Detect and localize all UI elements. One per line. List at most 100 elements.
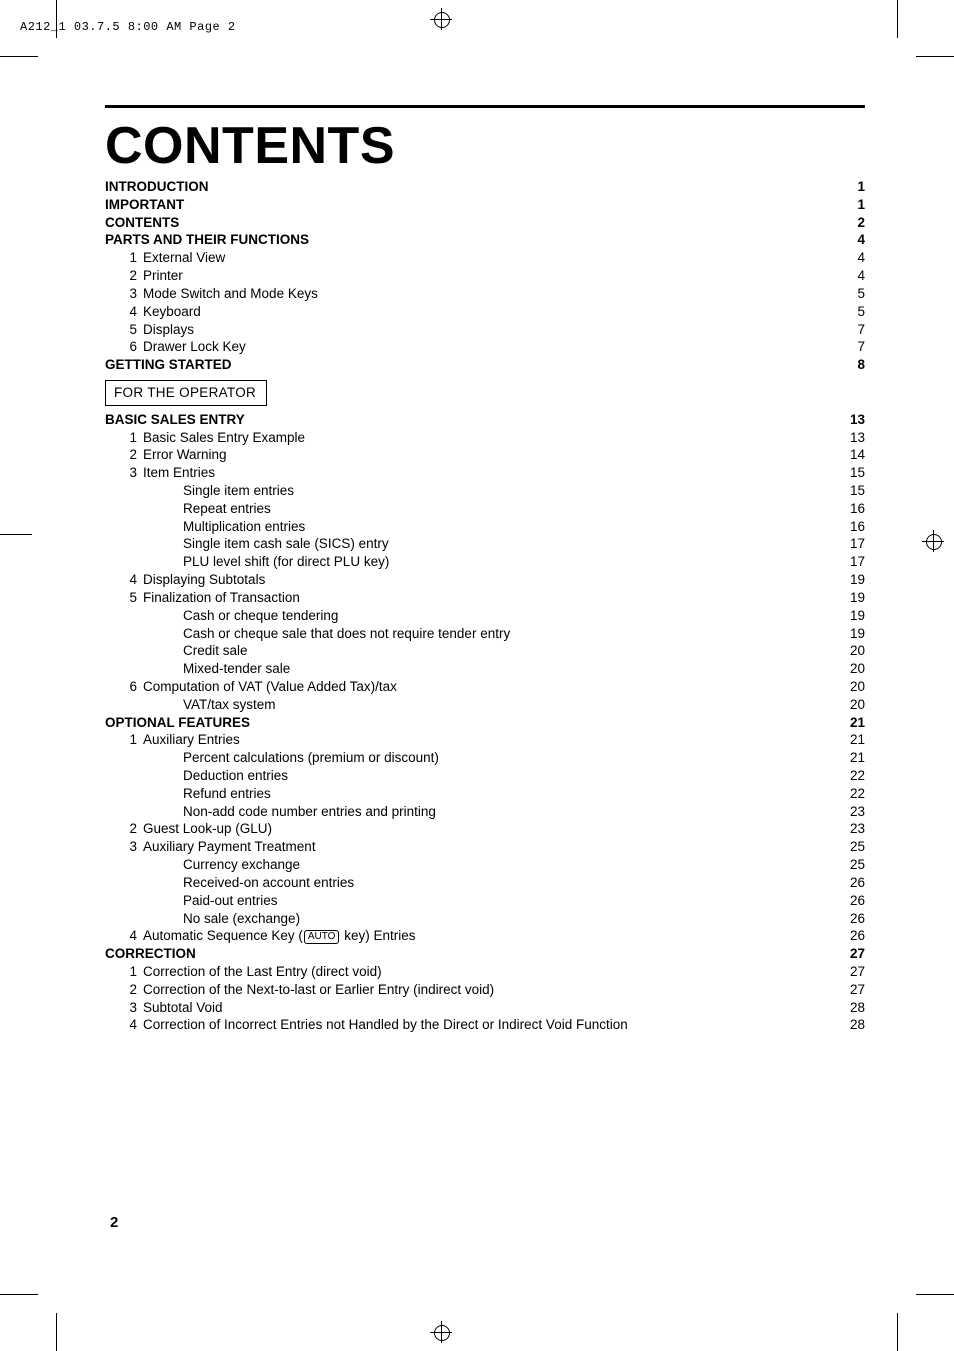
toc-item-number: 4 xyxy=(121,303,137,321)
toc-item-text: Printer xyxy=(143,267,183,285)
toc-item-page: 1 xyxy=(857,196,865,214)
toc-item-text: Finalization of Transaction xyxy=(143,589,300,607)
toc-item-page: 8 xyxy=(857,356,865,374)
toc-item-number: 6 xyxy=(121,338,137,356)
toc-row: 6 Computation of VAT (Value Added Tax)/ta… xyxy=(105,678,865,696)
toc-row: 2Correction of the Next-to-last or Earli… xyxy=(105,981,865,999)
toc-row: 4Keyboard 5 xyxy=(105,303,865,321)
toc-item-text: Refund entries xyxy=(183,785,271,803)
toc-item-page: 20 xyxy=(850,660,865,678)
toc-item-text: INTRODUCTION xyxy=(105,178,209,196)
toc-row: 4 Automatic Sequence Key (AUTO key) Entri… xyxy=(105,927,865,945)
crop-mark xyxy=(897,1313,898,1351)
top-rule xyxy=(105,105,865,108)
toc-item-text: Automatic Sequence Key (AUTO key) Entrie… xyxy=(143,927,415,945)
toc-item-page: 26 xyxy=(850,927,865,945)
toc-row: IMPORTANT 1 xyxy=(105,196,865,214)
toc-item-page: 22 xyxy=(850,785,865,803)
page-number: 2 xyxy=(110,1214,118,1231)
toc-row: Currency exchange 25 xyxy=(105,856,865,874)
toc-item-text: External View xyxy=(143,249,225,267)
toc-item-page: 15 xyxy=(850,464,865,482)
toc-item-text: No sale (exchange) xyxy=(183,910,300,928)
toc-item-text: Guest Look-up (GLU) xyxy=(143,820,272,838)
toc-row: PARTS AND THEIR FUNCTIONS 4 xyxy=(105,231,865,249)
toc-item-number: 4 xyxy=(121,1016,137,1034)
toc-row: CORRECTION 27 xyxy=(105,945,865,963)
toc-item-number: 3 xyxy=(121,464,137,482)
toc-item-page: 19 xyxy=(850,625,865,643)
toc-item-page: 17 xyxy=(850,553,865,571)
toc-item-text: Non-add code number entries and printing xyxy=(183,803,436,821)
toc-row: CONTENTS 2 xyxy=(105,214,865,232)
toc-item-page: 5 xyxy=(857,285,865,303)
toc-item-number: 1 xyxy=(121,731,137,749)
toc-item-page: 13 xyxy=(850,429,865,447)
section-tag: FOR THE OPERATOR xyxy=(105,380,267,406)
toc-item-page: 21 xyxy=(850,749,865,767)
toc-item-page: 20 xyxy=(850,642,865,660)
toc-item-text: IMPORTANT xyxy=(105,196,184,214)
toc-item-text: OPTIONAL FEATURES xyxy=(105,714,250,732)
toc-item-number: 6 xyxy=(121,678,137,696)
toc-item-text: Item Entries xyxy=(143,464,215,482)
toc-item-text: Cash or cheque sale that does not requir… xyxy=(183,625,510,643)
toc-item-page: 27 xyxy=(850,945,865,963)
toc-row: Deduction entries 22 xyxy=(105,767,865,785)
toc-row: 2 Guest Look-up (GLU) 23 xyxy=(105,820,865,838)
toc-item-number: 3 xyxy=(121,285,137,303)
toc-row: 2Error Warning 14 xyxy=(105,446,865,464)
toc-row: 5Displays 7 xyxy=(105,321,865,339)
toc-item-text: Multiplication entries xyxy=(183,518,305,536)
toc-row: 1Correction of the Last Entry (direct vo… xyxy=(105,963,865,981)
toc-item-page: 14 xyxy=(850,446,865,464)
toc-item-text: Single item entries xyxy=(183,482,294,500)
toc-item-number: 1 xyxy=(121,249,137,267)
toc-item-text: Mode Switch and Mode Keys xyxy=(143,285,318,303)
toc-item-number: 5 xyxy=(121,589,137,607)
toc-item-text: Computation of VAT (Value Added Tax)/tax xyxy=(143,678,397,696)
toc-item-page: 26 xyxy=(850,910,865,928)
toc-item-number: 2 xyxy=(121,820,137,838)
toc-item-page: 28 xyxy=(850,999,865,1017)
toc-row: Cash or cheque tendering 19 xyxy=(105,607,865,625)
toc-row: Multiplication entries 16 xyxy=(105,518,865,536)
toc-item-number: 2 xyxy=(121,267,137,285)
page: A212_1 03.7.5 8:00 AM Page 2 CONTENTS IN… xyxy=(0,0,954,1351)
toc-row: 2 Printer 4 xyxy=(105,267,865,285)
toc-item-page: 26 xyxy=(850,874,865,892)
crop-mark xyxy=(56,1313,57,1351)
toc-row: Mixed-tender sale 20 xyxy=(105,660,865,678)
registration-mark-top xyxy=(430,8,452,30)
toc-item-text: Repeat entries xyxy=(183,500,271,518)
toc-row: Refund entries 22 xyxy=(105,785,865,803)
toc-item-page: 19 xyxy=(850,571,865,589)
toc-item-page: 2 xyxy=(857,214,865,232)
toc-row: 3 Mode Switch and Mode Keys 5 xyxy=(105,285,865,303)
toc-row: INTRODUCTION 1 xyxy=(105,178,865,196)
toc-item-page: 25 xyxy=(850,838,865,856)
toc-item-page: 4 xyxy=(857,267,865,285)
toc-item-text: Mixed-tender sale xyxy=(183,660,290,678)
toc-row: Single item cash sale (SICS) entry 17 xyxy=(105,535,865,553)
toc-item-number: 1 xyxy=(121,429,137,447)
toc-item-page: 5 xyxy=(857,303,865,321)
toc-item-text: Correction of the Last Entry (direct voi… xyxy=(143,963,382,981)
toc-row: 3 Item Entries 15 xyxy=(105,464,865,482)
toc-item-number: 4 xyxy=(121,927,137,945)
crop-mark xyxy=(0,534,32,535)
toc-row: 4Correction of Incorrect Entries not Han… xyxy=(105,1016,865,1034)
crop-mark xyxy=(916,56,954,57)
toc-row: Cash or cheque sale that does not requir… xyxy=(105,625,865,643)
toc-item-text: Displays xyxy=(143,321,194,339)
toc-row: Received-on account entries 26 xyxy=(105,874,865,892)
toc-item-text: Cash or cheque tendering xyxy=(183,607,338,625)
toc-item-text: Credit sale xyxy=(183,642,248,660)
toc-row: 5Finalization of Transaction 19 xyxy=(105,589,865,607)
toc-item-page: 26 xyxy=(850,892,865,910)
toc-item-page: 23 xyxy=(850,820,865,838)
toc-item-page: 1 xyxy=(857,178,865,196)
toc-row: PLU level shift (for direct PLU key) 17 xyxy=(105,553,865,571)
print-job-info: A212_1 03.7.5 8:00 AM Page 2 xyxy=(20,20,236,34)
toc-item-text: Drawer Lock Key xyxy=(143,338,246,356)
